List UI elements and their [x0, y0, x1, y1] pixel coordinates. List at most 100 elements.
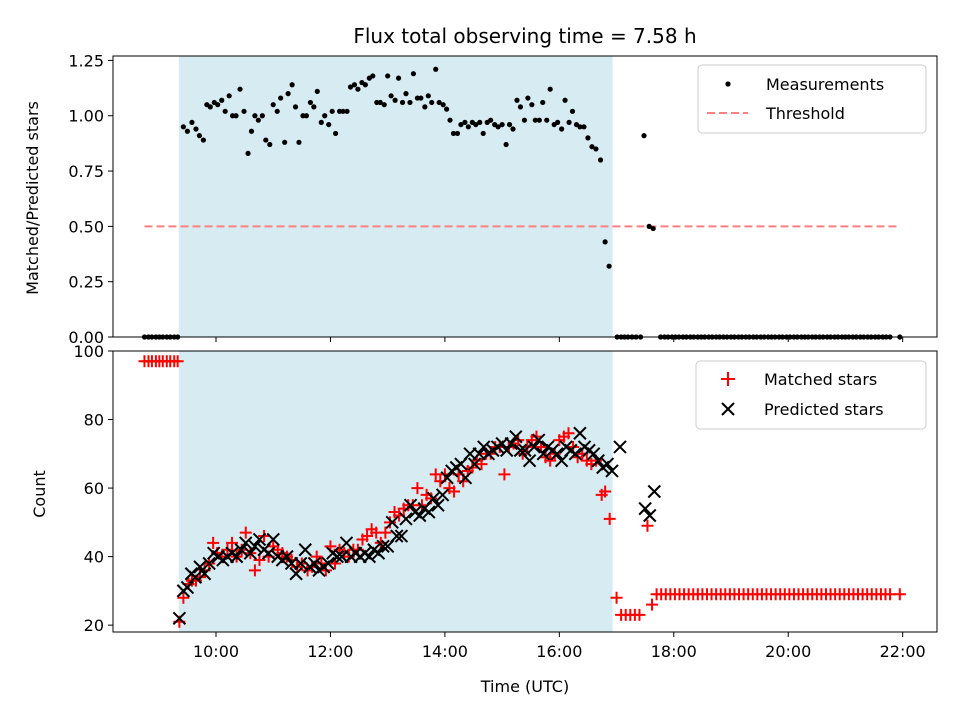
data-point: [521, 117, 528, 123]
plot-frame: [112, 55, 938, 338]
data-point: [321, 556, 335, 571]
data-point: [259, 113, 265, 119]
data-point: [641, 519, 654, 532]
y-tick-label: 1.25: [68, 51, 104, 70]
data-point: [555, 119, 561, 125]
data-point: [180, 580, 195, 595]
data-point: [234, 543, 248, 557]
x-tick-label: 16:00: [536, 642, 582, 661]
data-point: [237, 86, 243, 92]
y-tick-label: 20: [84, 616, 104, 635]
bottom-y-axis-label: Count: [30, 470, 49, 518]
y-tick-label: 0.50: [68, 217, 104, 236]
legend-predicted-label: Predicted stars: [764, 400, 884, 419]
legend-threshold-label: Threshold: [765, 104, 845, 123]
legend-measurements-marker: [725, 81, 731, 87]
y-tick-label: 40: [84, 548, 104, 567]
data-point: [522, 453, 537, 468]
data-point: [200, 137, 207, 143]
data-point: [399, 512, 413, 526]
data-point: [562, 97, 568, 103]
data-point: [311, 104, 317, 110]
data-point: [289, 567, 303, 581]
data-point: [641, 133, 647, 139]
data-point: [390, 529, 404, 543]
data-point: [248, 564, 261, 577]
data-point: [314, 88, 320, 95]
x-tick-label: 14:00: [422, 642, 468, 661]
data-point: [425, 492, 438, 505]
data-point: [248, 128, 255, 134]
data-point: [197, 567, 212, 581]
data-point: [550, 447, 564, 461]
bottom-legend-box: [695, 360, 927, 430]
data-point: [433, 66, 439, 72]
data-point: [488, 117, 494, 123]
data-point: [355, 86, 361, 92]
data-point: [465, 124, 471, 130]
data-point: [362, 549, 377, 564]
data-point: [495, 124, 501, 130]
data-point: [422, 104, 428, 110]
data-point: [413, 508, 427, 523]
data-point: [293, 556, 308, 571]
data-point: [643, 508, 657, 523]
x-tick-label: 10:00: [193, 642, 239, 661]
data-point: [377, 99, 383, 106]
data-point: [226, 93, 232, 99]
legend-predicted-marker: [721, 402, 735, 416]
bottom-panel: 20 40 60 80 100 10:00 12:00 14:00 16:00 18:00 20:0…: [73, 342, 938, 661]
x-tick-label: 20:00: [765, 642, 811, 661]
plot-frame: [112, 350, 938, 633]
data-point: [581, 124, 587, 130]
data-point: [222, 108, 228, 114]
y-tick-label: 0.75: [68, 162, 104, 181]
data-point: [255, 117, 261, 123]
data-point: [285, 91, 291, 97]
data-point: [527, 440, 541, 454]
data-point: [566, 119, 572, 125]
data-point: [603, 512, 616, 525]
data-point: [326, 121, 332, 128]
data-point: [395, 75, 402, 81]
data-point: [425, 93, 431, 99]
x-axis-label: Time (UTC): [480, 677, 569, 696]
data-point: [403, 91, 409, 97]
data-point: [536, 447, 551, 461]
data-point: [189, 119, 195, 125]
data-point: [376, 539, 390, 554]
series-predicted-stars: [172, 426, 662, 626]
data-point: [435, 488, 450, 502]
data-point: [477, 119, 483, 125]
chart-title: Flux total observing time = 7.58 h: [353, 24, 696, 48]
data-point: [480, 130, 486, 137]
data-point: [602, 239, 608, 245]
top-y-axis-label: Matched/Predicted stars: [23, 101, 42, 295]
data-point: [385, 515, 399, 530]
y-tick-label: 0.25: [68, 273, 104, 292]
data-point: [650, 225, 656, 232]
data-point: [454, 130, 461, 137]
data-point: [172, 611, 187, 626]
data-point: [589, 144, 595, 150]
data-point: [171, 355, 184, 368]
data-point: [591, 453, 605, 468]
data-point: [233, 113, 239, 119]
data-point: [506, 121, 513, 128]
data-point: [361, 530, 374, 543]
data-point: [184, 128, 190, 134]
data-point: [646, 598, 659, 611]
data-point: [318, 119, 324, 125]
data-point: [610, 591, 623, 604]
data-point: [399, 99, 406, 106]
data-point: [599, 485, 612, 498]
top-panel: 0.00 0.25 0.50 0.75 1.00 1.25: [68, 51, 938, 347]
data-point: [332, 130, 339, 137]
data-point: [344, 108, 350, 114]
data-point: [568, 447, 583, 461]
data-point: [444, 106, 450, 112]
data-point: [562, 427, 575, 440]
data-point: [529, 102, 535, 108]
data-point: [379, 526, 392, 539]
